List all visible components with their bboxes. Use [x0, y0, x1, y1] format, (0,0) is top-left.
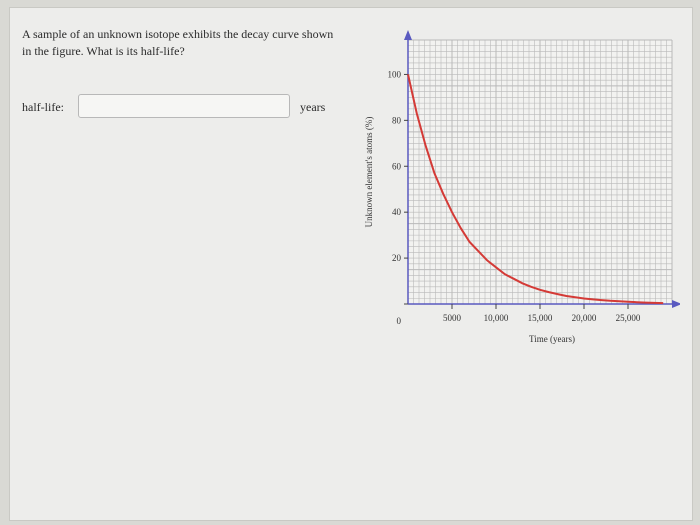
x-tick-label: 20,000: [572, 313, 597, 323]
y-tick-label: 60: [392, 161, 402, 171]
y-tick-label: 20: [392, 253, 402, 263]
x-tick-label: 25,000: [616, 313, 641, 323]
y-tick-label: 80: [392, 115, 402, 125]
y-tick-label: 0: [397, 316, 402, 326]
decay-chart-svg: 0 20 40 60 80 100 5000 10,000 15,000 20,000 25,000…: [364, 30, 682, 344]
question-text: A sample of an unknown isotope exhibits …: [22, 27, 334, 58]
x-tick-label: 10,000: [484, 313, 509, 323]
half-life-input[interactable]: [78, 94, 290, 118]
x-tick-label: 15,000: [528, 313, 553, 323]
y-tick-label: 100: [388, 69, 402, 79]
y-axis-label: Unknown element's atoms (%): [364, 117, 374, 228]
decay-curve: [407, 74, 664, 305]
unit-label: years: [300, 100, 326, 114]
half-life-label: half-life:: [22, 100, 64, 114]
screen: A sample of an unknown isotope exhibits …: [10, 8, 692, 520]
x-tick-label: 5000: [443, 313, 462, 323]
x-axis-label: Time (years): [529, 334, 575, 344]
y-tick-label: 40: [392, 207, 402, 217]
y-axis-arrow: [404, 30, 412, 40]
decay-chart: 0 20 40 60 80 100 5000 10,000 15,000 20,000 25,000…: [350, 28, 682, 373]
x-axis-arrow: [672, 300, 682, 308]
